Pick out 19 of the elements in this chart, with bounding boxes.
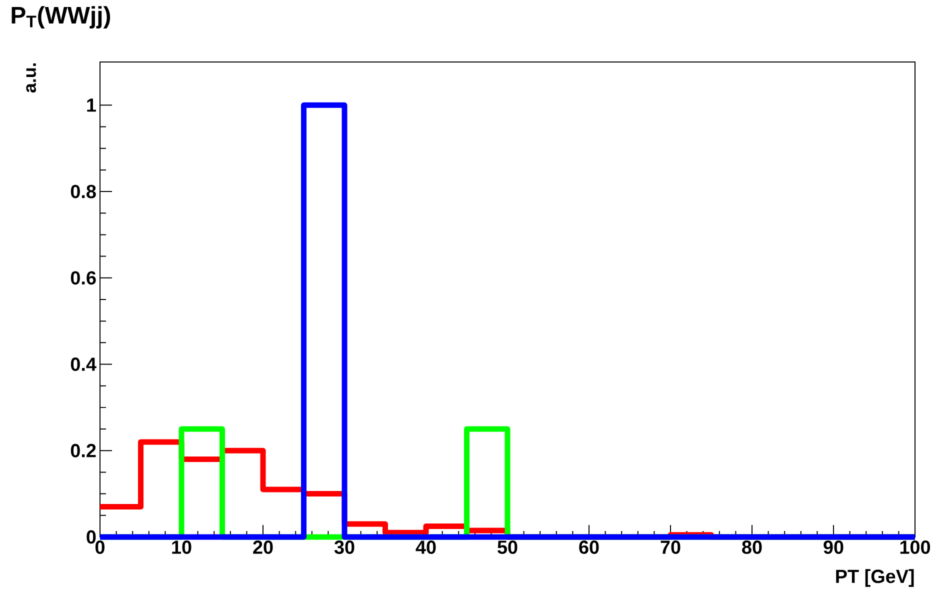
x-tick-label: 40 [416, 540, 436, 554]
y-tick-label: 0.4 [70, 358, 96, 371]
x-tick-label: 80 [742, 540, 762, 554]
x-tick-label: 60 [579, 540, 599, 554]
x-tick-label: 20 [253, 540, 273, 554]
y-axis-title: a.u. [26, 63, 36, 93]
y-tick-label: 0.6 [70, 271, 96, 285]
x-tick-label: 10 [172, 540, 192, 554]
x-tick-label: 100 [900, 540, 930, 554]
x-axis-title: PT [GeV] [836, 569, 914, 587]
y-tick-label: 1 [87, 98, 96, 112]
x-tick-label: 30 [334, 540, 354, 554]
y-tick-label: 0 [86, 530, 96, 544]
y-tick-label: 0.2 [70, 444, 96, 458]
chart-title: P$_{T}$(WWjj) [12, 6, 110, 28]
x-tick-label: 90 [824, 540, 844, 554]
y-tick-label: 0.8 [70, 184, 96, 198]
x-tick-label: 70 [660, 540, 680, 554]
x-tick-label: 50 [498, 540, 518, 554]
